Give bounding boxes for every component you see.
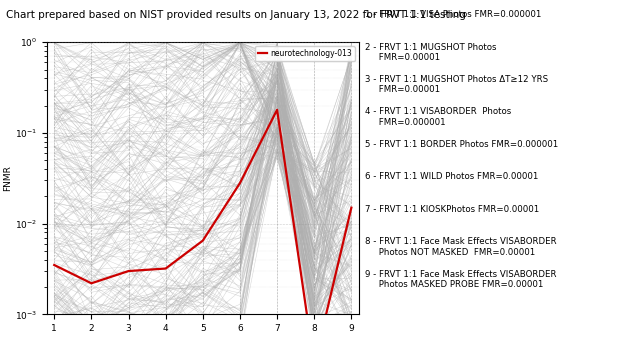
Text: 5 - FRVT 1:1 BORDER Photos FMR=0.000001: 5 - FRVT 1:1 BORDER Photos FMR=0.000001	[365, 140, 558, 149]
Text: 8 - FRVT 1:1 Face Mask Effects VISABORDER
     Photos NOT MASKED  FMR=0.00001: 8 - FRVT 1:1 Face Mask Effects VISABORDE…	[365, 237, 557, 257]
Text: 7 - FRVT 1:1 KIOSKPhotos FMR=0.00001: 7 - FRVT 1:1 KIOSKPhotos FMR=0.00001	[365, 205, 539, 214]
neurotechnology-013	[162, 266, 169, 270]
neurotechnology-013	[87, 281, 95, 285]
neurotechnology-013	[51, 263, 58, 267]
Text: 1 - FRVT 1:1 VISA Photos FMR=0.000001: 1 - FRVT 1:1 VISA Photos FMR=0.000001	[365, 10, 542, 19]
Y-axis label: FNMR: FNMR	[3, 165, 12, 191]
Text: 4 - FRVT 1:1 VISABORDER  Photos
     FMR=0.000001: 4 - FRVT 1:1 VISABORDER Photos FMR=0.000…	[365, 107, 511, 127]
Text: Chart prepared based on NIST provided results on January 13, 2022 for FRVT 1:1 t: Chart prepared based on NIST provided re…	[6, 10, 466, 20]
neurotechnology-013	[125, 269, 132, 273]
Text: 3 - FRVT 1:1 MUGSHOT Photos ΔT≥12 YRS
     FMR=0.00001: 3 - FRVT 1:1 MUGSHOT Photos ΔT≥12 YRS FM…	[365, 75, 548, 94]
Text: 6 - FRVT 1:1 WILD Photos FMR=0.00001: 6 - FRVT 1:1 WILD Photos FMR=0.00001	[365, 172, 539, 182]
Legend: neurotechnology-013: neurotechnology-013	[255, 46, 355, 61]
neurotechnology-013	[273, 108, 281, 112]
neurotechnology-013	[236, 181, 244, 185]
Text: 2 - FRVT 1:1 MUGSHOT Photos
     FMR=0.00001: 2 - FRVT 1:1 MUGSHOT Photos FMR=0.00001	[365, 43, 497, 62]
neurotechnology-013	[199, 239, 207, 243]
Line: neurotechnology-013: neurotechnology-013	[54, 110, 351, 338]
neurotechnology-013	[348, 206, 355, 210]
Text: 9 - FRVT 1:1 Face Mask Effects VISABORDER
     Photos MASKED PROBE FMR=0.00001: 9 - FRVT 1:1 Face Mask Effects VISABORDE…	[365, 270, 557, 289]
